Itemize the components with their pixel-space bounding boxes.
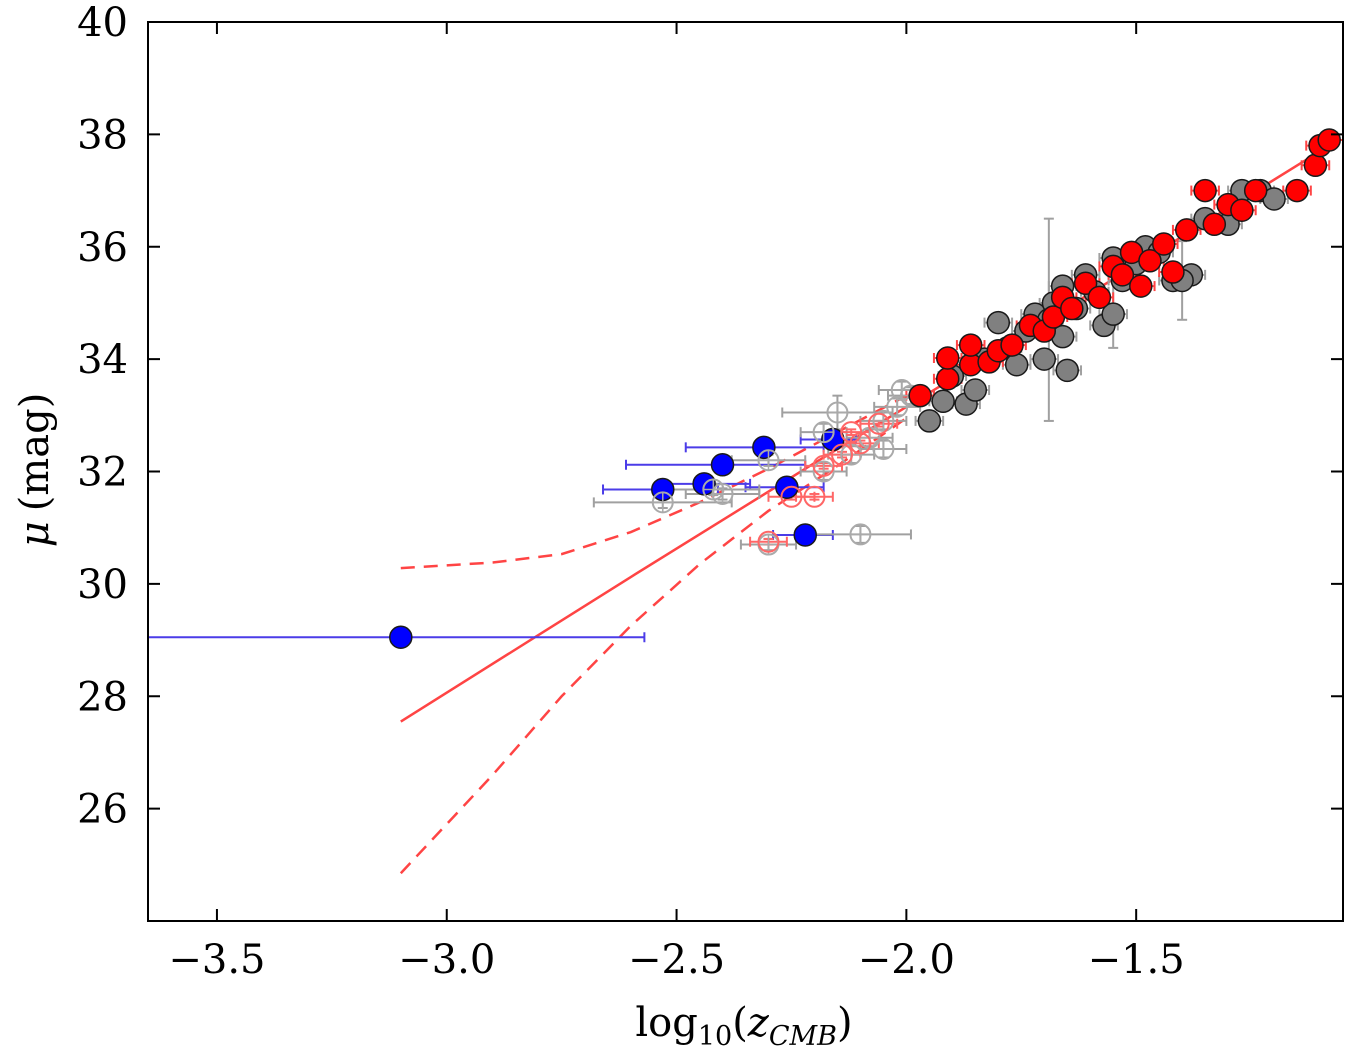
y-axis-label: μ (mag) (12, 393, 58, 548)
data-point-filled-gray (1055, 358, 1079, 383)
data-point-filled-red (1317, 128, 1341, 152)
y-axis-label-unit: (mag) (12, 393, 58, 512)
x-tick-label: −3.0 (398, 937, 495, 983)
data-point-filled-red (1152, 232, 1176, 256)
y-tick-label: 30 (77, 562, 128, 608)
y-tick-label: 40 (77, 0, 128, 46)
x-axis-label-open: ( (732, 1000, 748, 1046)
data-point-open-red (757, 530, 780, 553)
data-point-filled-red (1230, 198, 1254, 222)
y-axis-label-symbol: μ (12, 521, 58, 547)
x-axis-label-base-sub: 10 (698, 1021, 732, 1051)
data-point-filled-gray (963, 378, 988, 402)
data-point-filled-gray (1004, 352, 1029, 377)
x-axis-label-close: ) (837, 1000, 853, 1046)
data-point-open-red (812, 454, 835, 477)
x-axis-label-var-sub: CMB (769, 1021, 837, 1051)
data-point-filled-gray (1032, 347, 1056, 371)
data-point-filled-red (1174, 218, 1199, 242)
fit-lower-band (399, 417, 908, 875)
data-point-filled-red (1303, 153, 1328, 178)
x-axis-label: log10(zCMB) (635, 1000, 852, 1051)
data-point-filled-red (1129, 274, 1153, 298)
x-axis-label-base: log (635, 1000, 697, 1046)
fit-upper-band (400, 394, 907, 570)
data-point-filled-red (1285, 178, 1309, 203)
data-points-layer (389, 128, 1341, 650)
data-point-filled-red (1202, 212, 1227, 237)
data-point-filled-red (935, 367, 960, 391)
x-tick-label: −1.5 (1088, 937, 1185, 983)
y-tick-label: 28 (77, 674, 128, 720)
error-bars-layer (148, 130, 1343, 643)
data-point-filled-red (1087, 285, 1112, 310)
data-point-filled-blue (752, 435, 776, 460)
data-point-filled-red (935, 346, 960, 370)
data-point-filled-gray (986, 310, 1011, 335)
data-point-open-red (867, 412, 890, 435)
y-tick-label: 36 (77, 225, 128, 271)
data-point-filled-red (1138, 249, 1162, 273)
data-point-filled-red (1193, 178, 1217, 203)
data-point-filled-red (1161, 260, 1185, 284)
data-point-open-red (831, 443, 854, 466)
data-point-filled-blue (710, 453, 735, 477)
data-point-filled-blue (389, 625, 413, 650)
x-tick-label: −3.5 (168, 937, 265, 983)
data-point-open-red (780, 485, 803, 508)
data-point-filled-red (1060, 296, 1084, 321)
x-axis-label-var: z (747, 1000, 770, 1046)
y-tick-label: 26 (77, 787, 128, 833)
data-point-filled-blue (793, 523, 817, 547)
data-point-filled-gray (931, 389, 955, 414)
fit-lines-layer (399, 144, 1330, 875)
data-point-filled-gray (917, 409, 942, 433)
ticks-layer: −3.5 −3.0 −2.5 −2.0 −1.5 26 28 30 32 34 36 38 40 (77, 0, 1343, 983)
data-point-filled-red (1073, 271, 1098, 296)
x-tick-label: −2.0 (858, 937, 955, 983)
data-point-filled-red (958, 333, 983, 357)
y-tick-label: 34 (77, 337, 128, 383)
data-point-filled-red (1000, 333, 1024, 357)
data-point-open-red (840, 421, 863, 444)
y-tick-label: 38 (77, 112, 128, 158)
x-tick-label: −2.5 (628, 937, 725, 983)
y-tick-label: 32 (77, 450, 128, 496)
data-point-open-red (803, 485, 826, 508)
data-point-filled-red (908, 383, 932, 408)
data-point-filled-red (1243, 178, 1268, 203)
data-point-filled-red (1110, 263, 1135, 287)
data-point-filled-gray (1101, 302, 1125, 326)
plot-frame (147, 21, 1344, 922)
